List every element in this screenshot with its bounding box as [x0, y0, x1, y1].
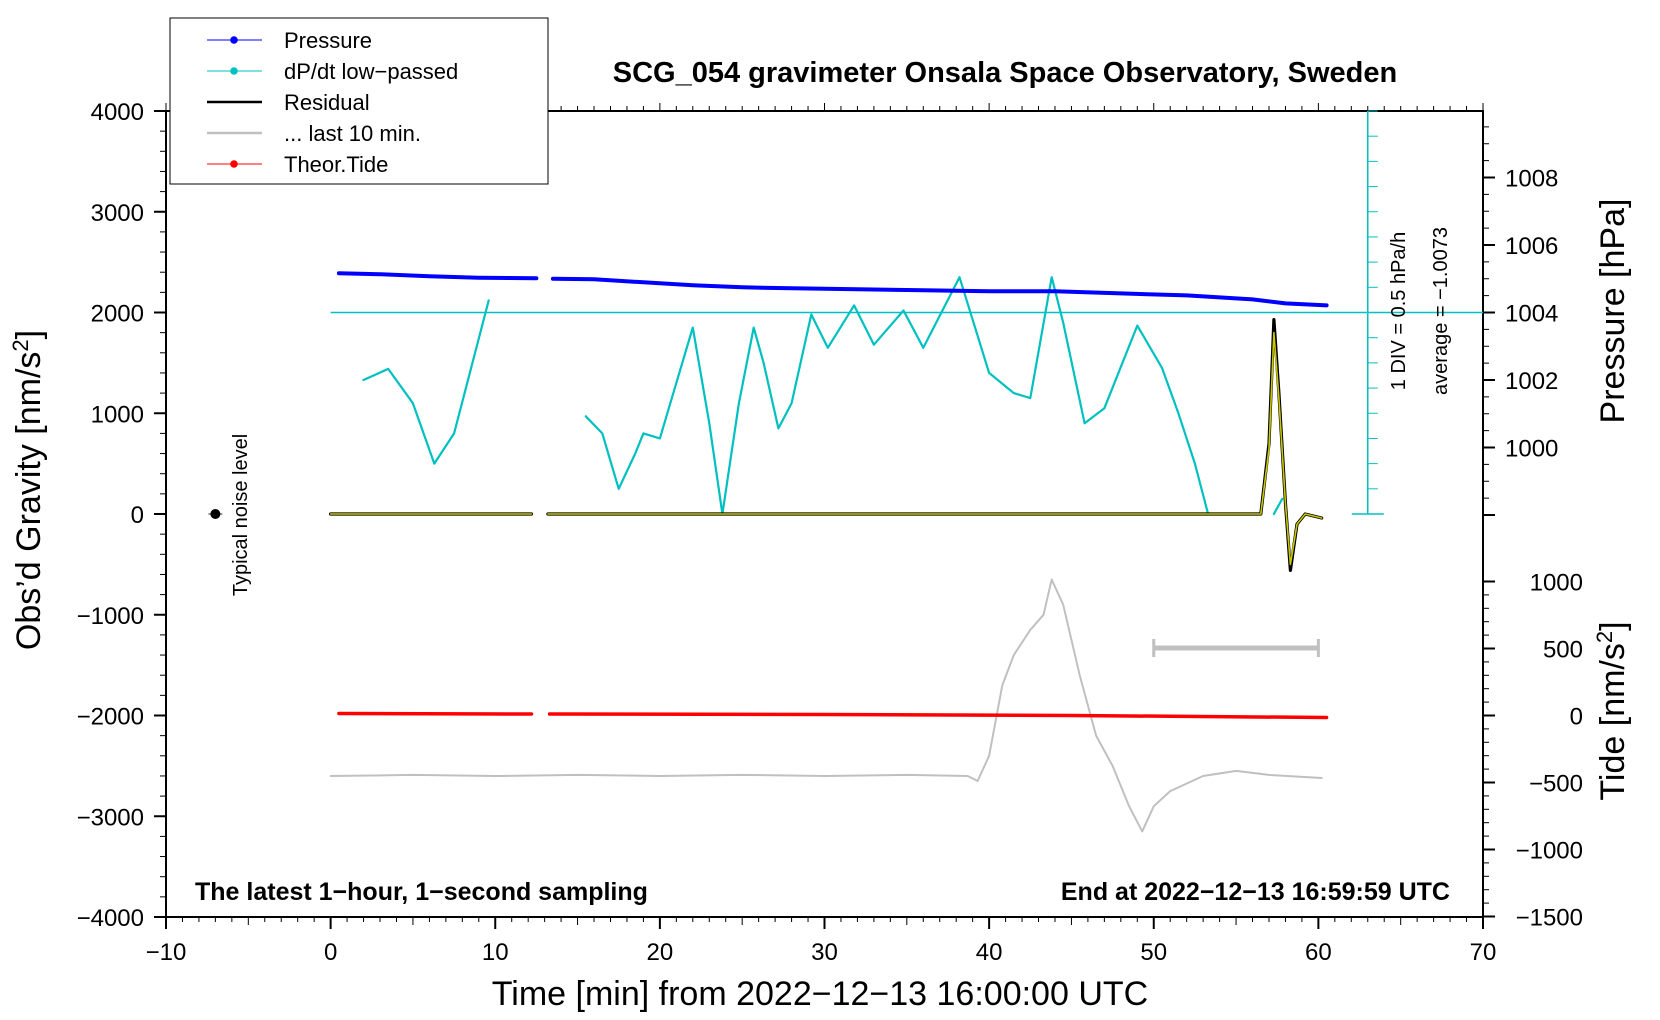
x-tick-label: 20	[647, 939, 674, 966]
legend: Pressure dP/dt low−passed Residual ... last…	[169, 17, 549, 185]
x-tick-label: 0	[324, 939, 337, 966]
legend-label-0: Pressure	[284, 28, 372, 53]
y-axis-left-title-end: ]	[10, 330, 48, 339]
tick-labels: −10 0 10 20 30 40 50 60 70 4000 3000 2000 1000 0 −1000…	[77, 99, 1583, 966]
y-tick-label-left: −3000	[77, 804, 144, 831]
annotation-end-time: End at 2022−12−13 16:59:59 UTC	[1061, 878, 1450, 906]
y-axis-pressure-title: Pressure [hPa]	[1594, 199, 1632, 424]
y-tick-label-left: 4000	[91, 99, 144, 126]
legend-label-2: Residual	[284, 90, 370, 115]
legend-marker-4	[230, 160, 238, 168]
legend-items: Pressure dP/dt low−passed Residual ... last…	[207, 28, 458, 177]
chart-title: SCG_054 gravimeter Onsala Space Observat…	[613, 57, 1397, 89]
noise-level-point	[210, 509, 221, 519]
legend-marker-1	[230, 67, 238, 75]
y-tick-label-left: 2000	[91, 301, 144, 328]
x-tick-label: −10	[146, 939, 187, 966]
legend-label-1: dP/dt low−passed	[284, 59, 458, 84]
y-tick-label-left: −2000	[77, 704, 144, 731]
x-axis-title: Time [min] from 2022−12−13 16:00:00 UTC	[492, 975, 1148, 1013]
data-series	[208, 110, 1483, 833]
y-tick-label-pressure: 1002	[1505, 368, 1558, 395]
y-axis-tide-title-sup: 2	[1592, 631, 1617, 643]
annotation-div: 1 DIV = 0.5 hPa/h	[1388, 232, 1410, 390]
y-axis-left-title: Obs’d Gravity [nm/s2]	[8, 330, 48, 650]
y-axis-tide-title: Tide [nm/s2]	[1592, 621, 1632, 800]
y-tick-label-tide: 0	[1570, 704, 1583, 731]
series-theor-tide-segment-1	[547, 712, 1329, 720]
tick-marks	[154, 103, 1495, 929]
y-axis-left-title-main: Obs’d Gravity [nm/s	[10, 352, 48, 651]
y-tick-label-left: 1000	[91, 401, 144, 428]
y-tick-label-pressure: 1006	[1505, 233, 1558, 260]
legend-label-4: Theor.Tide	[284, 152, 388, 177]
annotation-noise-level: Typical noise level	[230, 434, 252, 596]
series-pressure-segment-0	[336, 271, 539, 281]
series-dp-dt-low-passed-segment-2	[1272, 497, 1284, 516]
y-tick-label-tide: 500	[1543, 637, 1583, 664]
y-tick-label-pressure: 1000	[1505, 436, 1558, 463]
series-pressure-segment-1	[550, 276, 1329, 308]
series-last-10-min-segment-0	[329, 578, 1323, 833]
y-axis-left-title-sup: 2	[8, 339, 33, 351]
x-tick-label: 10	[482, 939, 509, 966]
y-axis-tide-title-main: Tide [nm/s	[1594, 643, 1632, 800]
y-axis-tide-title-end: ]	[1594, 621, 1632, 630]
x-tick-label: 70	[1470, 939, 1497, 966]
series-dp-dt-low-passed-segment-1	[584, 276, 1210, 516]
y-tick-label-left: −4000	[77, 905, 144, 932]
y-tick-label-left: 0	[131, 502, 144, 529]
y-tick-label-left: 3000	[91, 200, 144, 227]
y-tick-label-pressure: 1008	[1505, 165, 1558, 192]
y-tick-label-tide: 1000	[1530, 570, 1583, 597]
y-tick-label-pressure: 1004	[1505, 301, 1558, 328]
legend-label-3: ... last 10 min.	[284, 121, 421, 146]
series-fit-yellow-segment-1	[547, 331, 1323, 566]
x-tick-label: 30	[811, 939, 838, 966]
y-tick-label-left: −1000	[77, 603, 144, 630]
series-theor-tide-segment-0	[337, 711, 534, 716]
x-tick-label: 60	[1305, 939, 1332, 966]
x-tick-label: 50	[1140, 939, 1167, 966]
annotation-sampling: The latest 1−hour, 1−second sampling	[195, 878, 648, 906]
y-tick-label-tide: −500	[1529, 770, 1583, 797]
annotation-average: average = −1.0073	[1430, 227, 1452, 395]
y-tick-label-tide: −1000	[1516, 837, 1583, 864]
series-dp-dt-low-passed-segment-0	[362, 299, 490, 465]
legend-marker-0	[230, 36, 238, 44]
x-tick-label: 40	[976, 939, 1003, 966]
y-tick-label-tide: −1500	[1516, 904, 1583, 931]
